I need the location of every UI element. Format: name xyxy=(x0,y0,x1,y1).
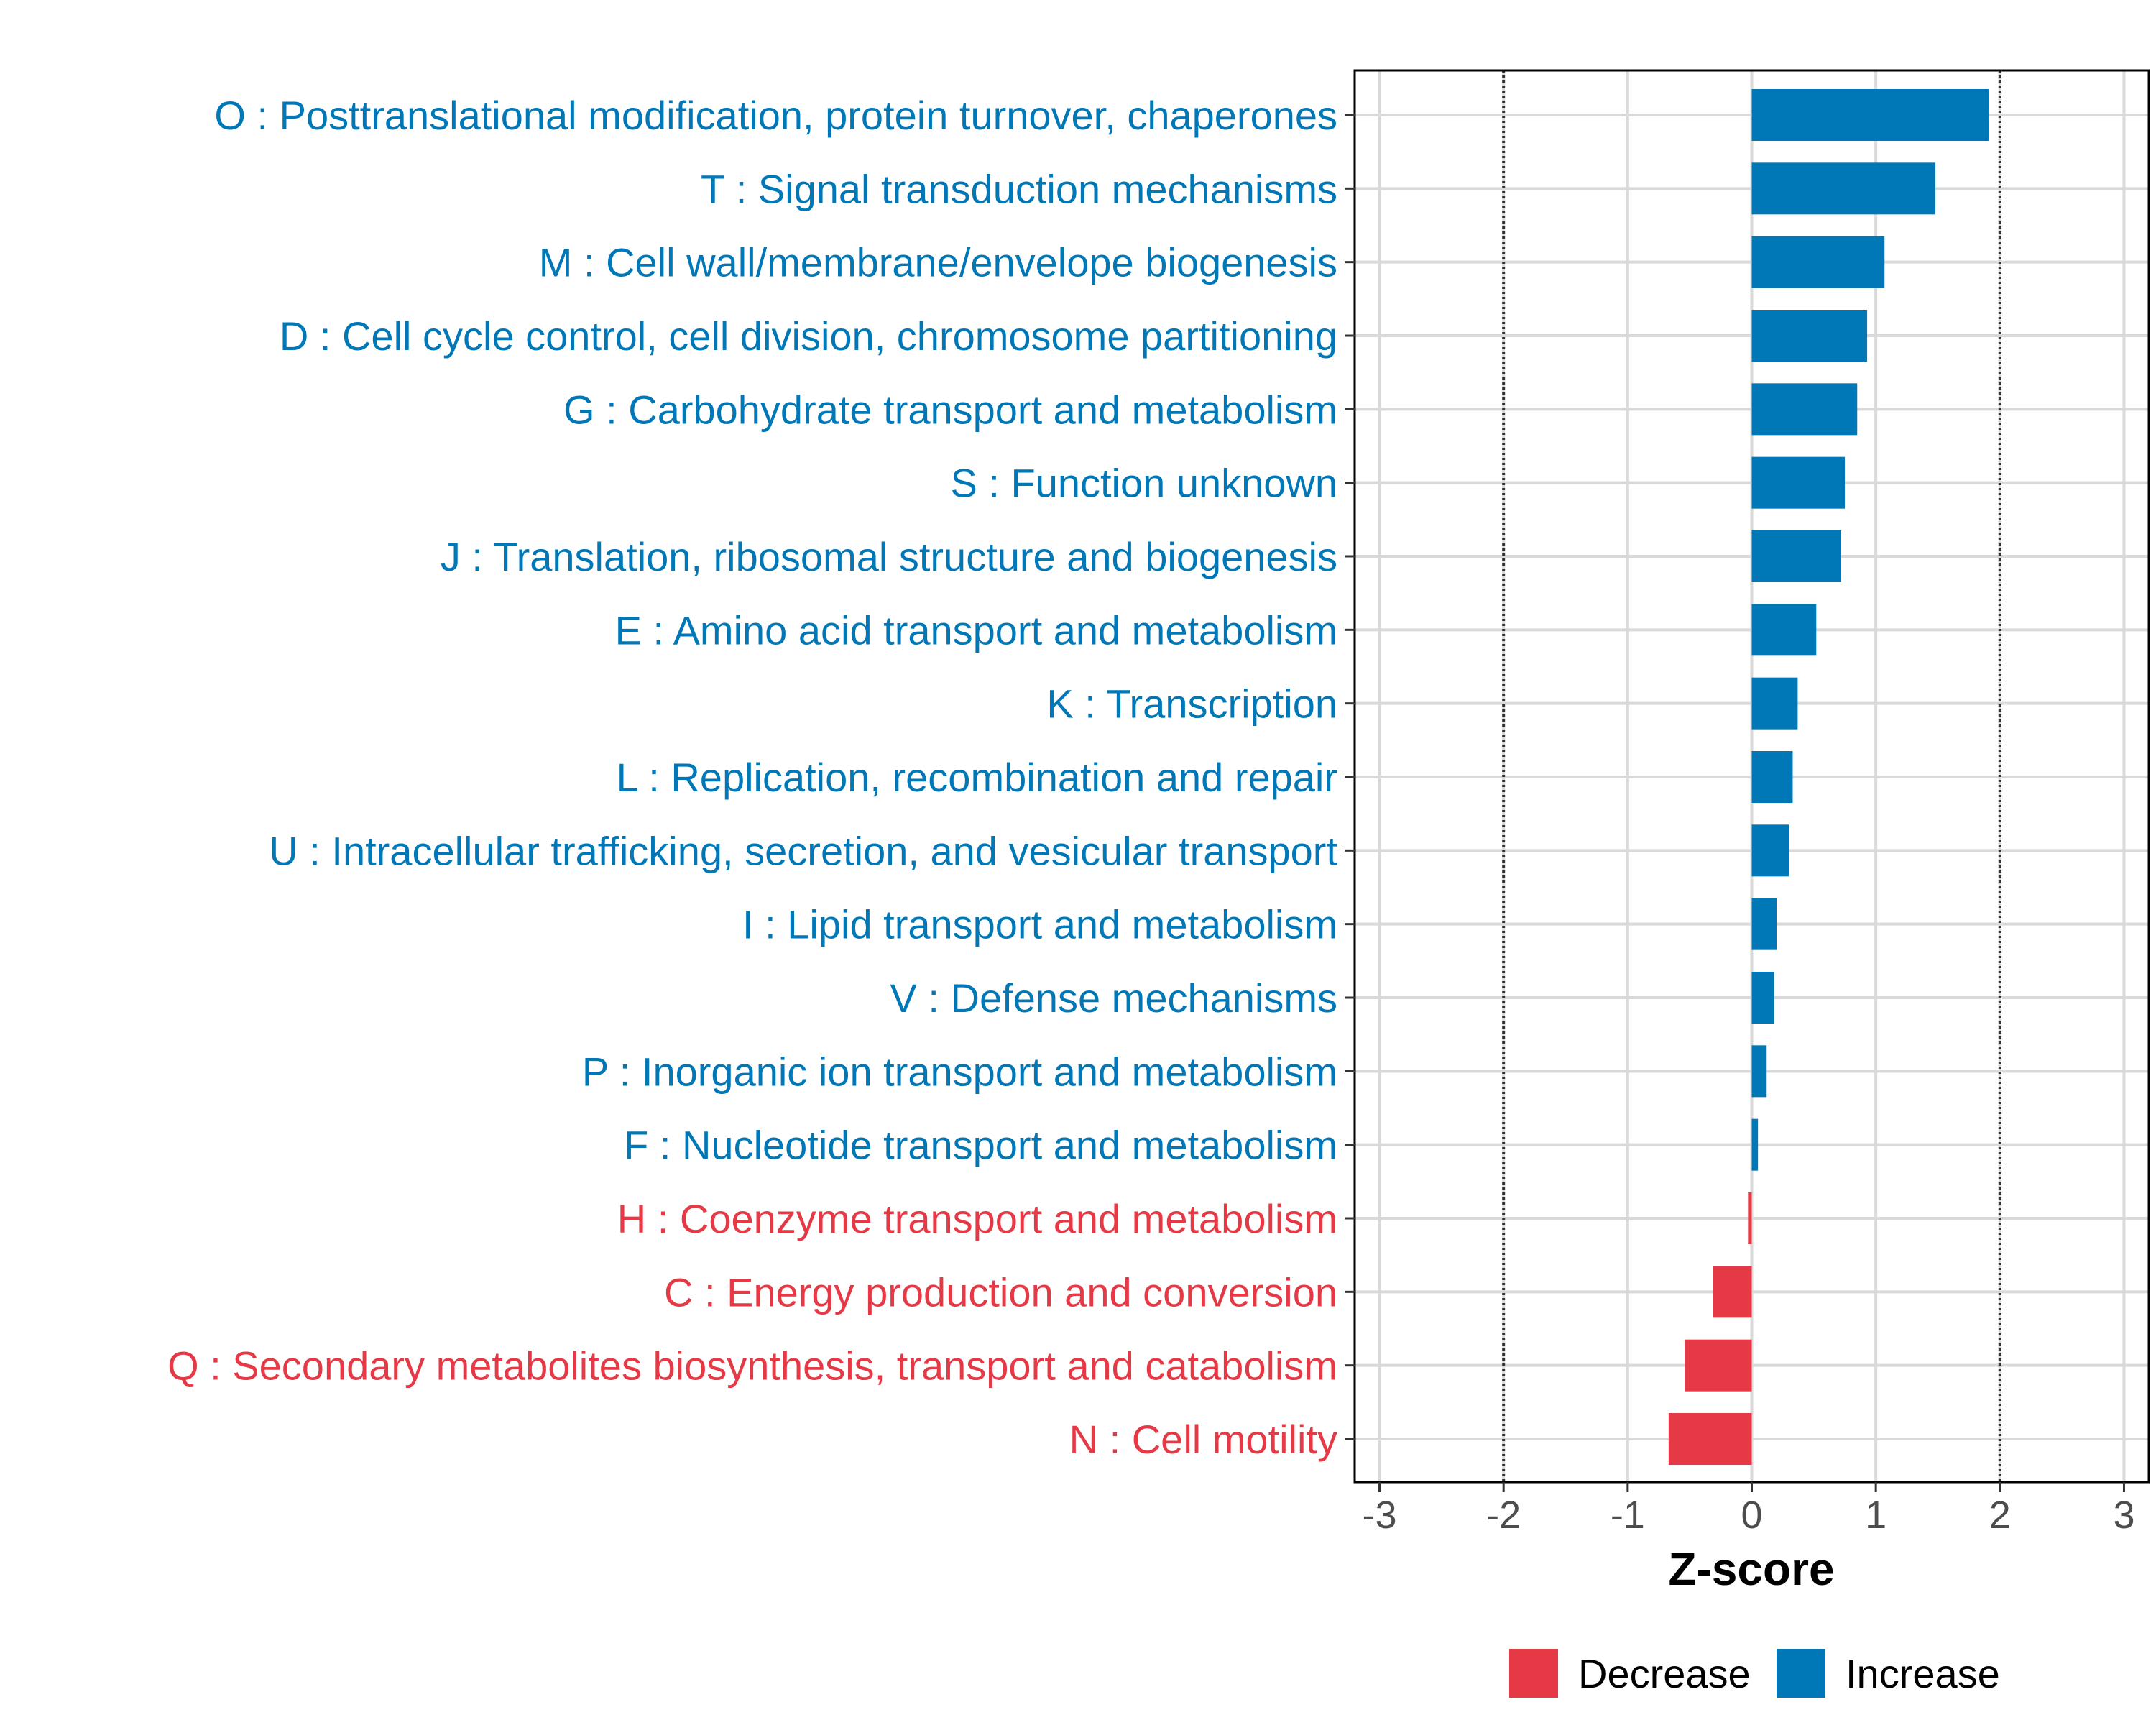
bar xyxy=(1685,1339,1752,1392)
category-label: J : Translation, ribosomal structure and… xyxy=(441,534,1337,579)
x-tick-label: 3 xyxy=(2113,1494,2134,1537)
bars-layer xyxy=(1668,89,1989,1465)
bar xyxy=(1751,751,1793,803)
legend-label: Increase xyxy=(1846,1651,2000,1696)
x-tick-label: -3 xyxy=(1363,1494,1397,1537)
bar xyxy=(1751,89,1989,141)
bar xyxy=(1751,383,1858,436)
bar xyxy=(1751,972,1774,1024)
bar xyxy=(1713,1266,1752,1318)
bar xyxy=(1751,898,1777,950)
legend-swatch xyxy=(1509,1649,1558,1698)
category-label: C : Energy production and conversion xyxy=(664,1269,1337,1315)
category-label: F : Nucleotide transport and metabolism xyxy=(624,1123,1337,1168)
bar xyxy=(1668,1413,1752,1465)
bar xyxy=(1748,1192,1752,1244)
reference-lines xyxy=(1502,70,2001,1482)
category-label: V : Defense mechanisms xyxy=(890,975,1337,1021)
category-label: I : Lipid transport and metabolism xyxy=(742,902,1337,947)
category-labels: O : Posttranslational modification, prot… xyxy=(167,93,1355,1462)
category-label: G : Carbohydrate transport and metabolis… xyxy=(563,387,1337,432)
bar xyxy=(1751,1045,1767,1098)
x-tick-label: -2 xyxy=(1486,1494,1521,1537)
x-tick-label: 0 xyxy=(1741,1494,1762,1537)
bar xyxy=(1751,677,1798,730)
category-label: S : Function unknown xyxy=(950,461,1337,506)
category-label: M : Cell wall/membrane/envelope biogenes… xyxy=(539,240,1337,285)
category-label: T : Signal transduction mechanisms xyxy=(701,166,1337,211)
bar xyxy=(1751,236,1885,288)
category-label: O : Posttranslational modification, prot… xyxy=(214,93,1337,138)
category-label: L : Replication, recombination and repai… xyxy=(617,755,1337,800)
bar xyxy=(1751,456,1845,509)
legend-swatch xyxy=(1777,1649,1825,1698)
x-tick-label: 2 xyxy=(1989,1494,2011,1537)
category-label: Q : Secondary metabolites biosynthesis, … xyxy=(167,1343,1337,1389)
category-label: U : Intracellular trafficking, secretion… xyxy=(269,828,1337,873)
category-label: P : Inorganic ion transport and metaboli… xyxy=(582,1049,1337,1094)
category-label: H : Coenzyme transport and metabolism xyxy=(617,1196,1337,1241)
legend-label: Decrease xyxy=(1578,1651,1751,1696)
legend: Decrease Increase xyxy=(1509,1649,2000,1698)
category-label: N : Cell motility xyxy=(1069,1417,1337,1462)
category-label: D : Cell cycle control, cell division, c… xyxy=(280,313,1337,359)
bar xyxy=(1751,530,1841,582)
bar xyxy=(1751,162,1936,215)
category-label: E : Amino acid transport and metabolism xyxy=(615,607,1337,653)
bar xyxy=(1751,1118,1759,1171)
category-label: K : Transcription xyxy=(1046,681,1337,727)
x-tick-label: 1 xyxy=(1865,1494,1886,1537)
bar xyxy=(1751,604,1817,656)
x-axis-ticks: -3 -2 -1 0 1 2 3 xyxy=(1363,1482,2134,1537)
x-tick-label: -1 xyxy=(1611,1494,1645,1537)
bar xyxy=(1751,824,1789,877)
bar xyxy=(1751,310,1868,362)
x-axis-title: Z-score xyxy=(1668,1543,1834,1595)
